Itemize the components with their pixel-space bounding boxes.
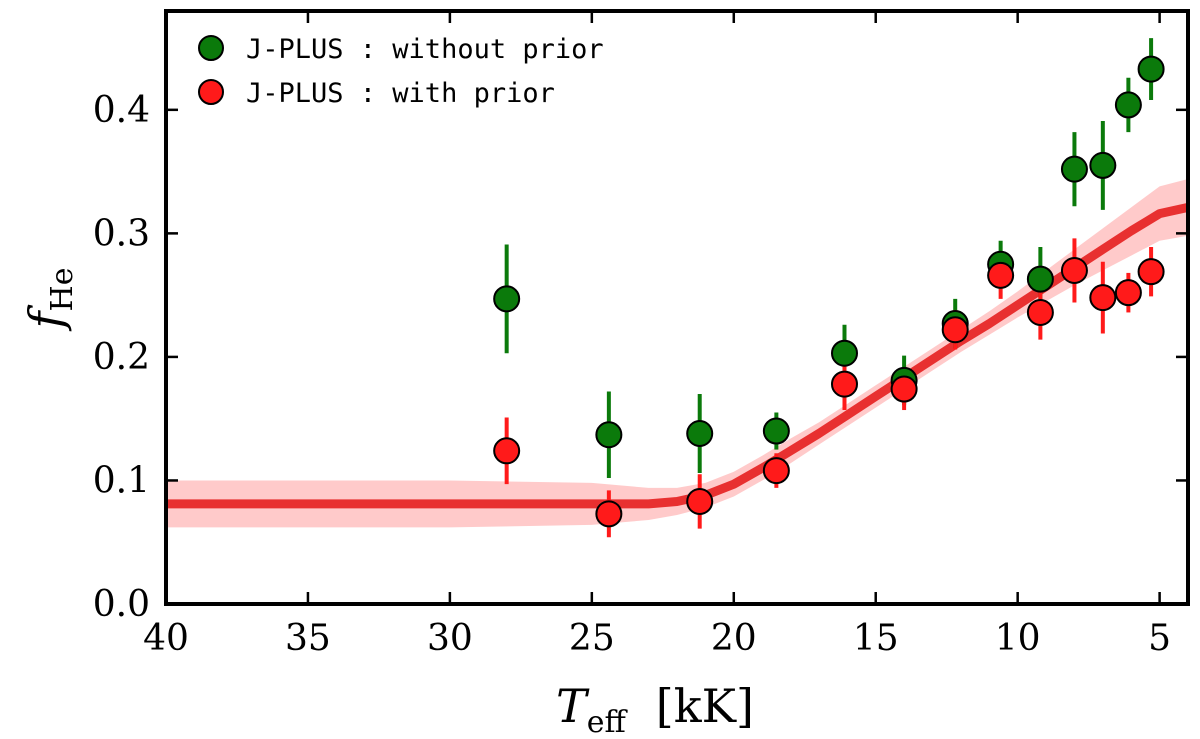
ticks-layer: 40 35 30 25 20 15 10 5 0.0 0.1 0.2 0.3 0.4	[93, 11, 1188, 659]
point-without-prior-8	[1026, 265, 1054, 293]
legend-marker-with-prior	[198, 79, 224, 105]
x-tick-label-6: 10	[995, 618, 1041, 659]
data-points-layer	[493, 38, 1165, 538]
point-without-prior-0	[493, 285, 521, 313]
x-axis-label: Teff [kK]	[556, 679, 754, 739]
x-tick-label-3: 25	[569, 618, 615, 659]
point-with-prior-5	[890, 375, 918, 403]
x-axis-label-unit: [kK]	[656, 679, 754, 733]
point-with-prior-3	[762, 457, 790, 485]
x-tick-label-1: 35	[285, 618, 331, 659]
point-without-prior-3	[762, 417, 790, 445]
plot-area	[166, 38, 1188, 538]
plot-frame	[164, 9, 1190, 606]
point-with-prior-10	[1089, 284, 1117, 312]
x-tick-label-4: 20	[711, 618, 757, 659]
point-with-prior-0	[493, 437, 521, 465]
legend-label-without-prior: J-PLUS : without prior	[246, 34, 604, 65]
legend-label-with-prior: J-PLUS : with prior	[246, 78, 555, 109]
point-without-prior-12	[1137, 55, 1165, 83]
fit-band-layer	[166, 179, 1188, 528]
y-tick-label-3: 0.3	[93, 213, 150, 254]
y-tick-label-1: 0.1	[93, 460, 150, 501]
point-with-prior-9	[1060, 256, 1088, 284]
point-with-prior-1	[595, 500, 623, 528]
y-tick-label-2: 0.2	[93, 337, 150, 378]
svg-text:Teff[kK]: Teff [kK]	[556, 679, 754, 739]
point-with-prior-12	[1137, 258, 1165, 286]
point-with-prior-8	[1026, 298, 1054, 326]
point-with-prior-11	[1114, 279, 1142, 307]
x-tick-label-2: 30	[427, 618, 473, 659]
x-axis-label-sub: eff	[587, 705, 629, 739]
y-tick-label-0: 0.0	[93, 584, 150, 625]
fit-confidence-band	[166, 179, 1188, 528]
point-without-prior-11	[1114, 91, 1142, 119]
legend: J-PLUS : without prior J-PLUS : with pri…	[198, 34, 604, 109]
point-with-prior-6	[941, 316, 969, 344]
x-tick-label-5: 15	[853, 618, 899, 659]
point-without-prior-9	[1060, 155, 1088, 183]
point-without-prior-1	[595, 421, 623, 449]
x-tick-label-7: 5	[1148, 618, 1171, 659]
point-with-prior-7	[987, 261, 1015, 289]
point-with-prior-4	[830, 370, 858, 398]
point-without-prior-2	[686, 420, 714, 448]
point-with-prior-2	[686, 487, 714, 515]
x-tick-label-0: 40	[143, 618, 189, 659]
legend-marker-without-prior	[198, 35, 224, 61]
y-tick-label-4: 0.4	[93, 90, 150, 131]
y-axis-label-sub: He	[45, 268, 80, 312]
point-without-prior-4	[830, 339, 858, 367]
x-axis-label-main: T	[556, 679, 590, 733]
point-without-prior-10	[1089, 151, 1117, 179]
